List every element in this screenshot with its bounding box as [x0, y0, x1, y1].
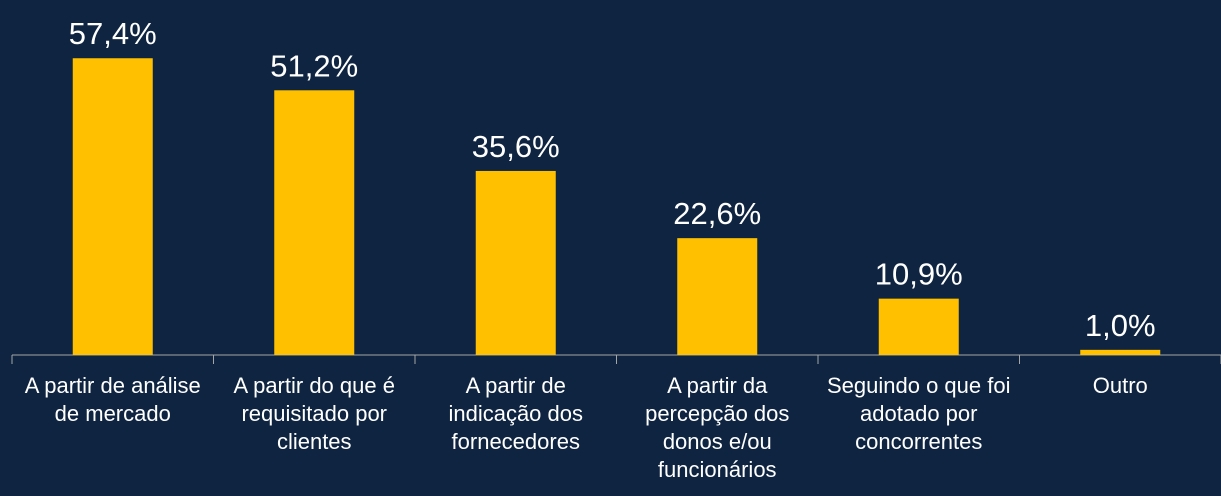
x-tick-label: A partir do que é requisitado por client… [233, 373, 395, 454]
value-label: 10,9% [875, 257, 963, 292]
value-label: 51,2% [270, 48, 358, 83]
bar [1080, 349, 1161, 355]
value-label: 1,0% [1085, 308, 1156, 343]
x-tick-label: Outro [1092, 373, 1148, 398]
value-label: 57,4% [69, 16, 157, 51]
bar [274, 90, 355, 356]
bar [72, 58, 153, 355]
x-tick-label: A partir de análise de mercado [24, 373, 201, 426]
bar [878, 298, 959, 355]
value-label: 22,6% [673, 196, 761, 231]
bar [475, 170, 556, 355]
x-tick-label: Seguindo o que foi adotado por concorren… [827, 373, 1011, 454]
x-tick-label: A partir de indicação dos fornecedores [448, 373, 584, 454]
bar [677, 238, 758, 355]
x-tick-label: A partir da percepção dos donos e/ou fun… [645, 373, 790, 482]
value-label: 35,6% [472, 129, 560, 164]
